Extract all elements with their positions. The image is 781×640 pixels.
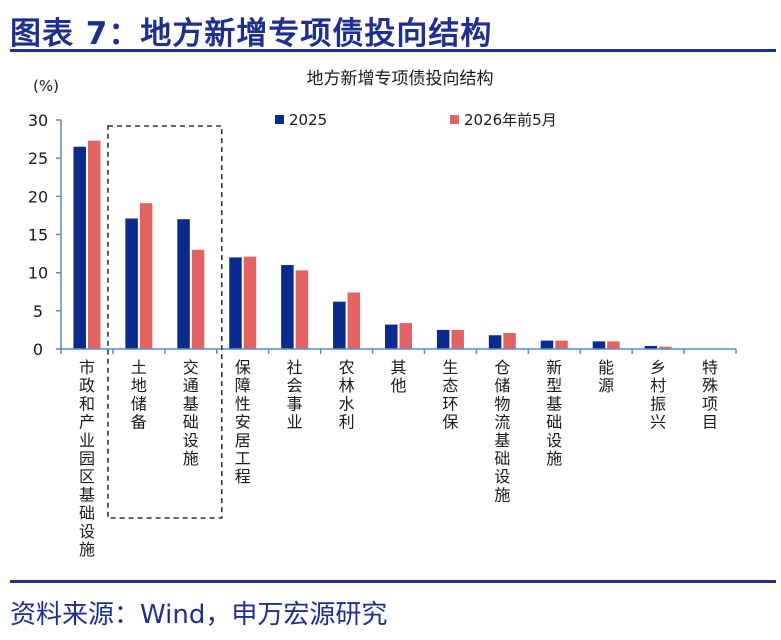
bar-2025-乡村振兴: [644, 345, 658, 349]
x-tick-label: 农林水利: [339, 358, 355, 432]
bar-2025-保障性安居工程: [229, 257, 242, 349]
bar-2026年前5月-仓储物流基础设施: [503, 332, 516, 349]
title-rule: [10, 49, 776, 52]
source-note: 资料来源：Wind，申万宏源研究: [10, 600, 388, 630]
bar-2025-新型基础设施: [540, 340, 554, 349]
figure-title: 图表 7：地方新增专项债投向结构: [10, 16, 493, 52]
x-tick-label: 乡村振兴: [650, 358, 666, 432]
bar-2025-农林水利: [333, 301, 346, 349]
bar-2026年前5月-交通基础设施: [191, 249, 205, 349]
y-axis-unit: (%): [33, 77, 59, 95]
bar-chart: 地方新增专项债投向结构 (%) 2025 2026年前5月 05101520253…: [28, 69, 737, 559]
bar-2026年前5月-社会事业: [295, 270, 309, 349]
x-tick-label: 交通基础设施: [183, 358, 199, 468]
bars: [73, 140, 672, 349]
highlight-box: [107, 125, 223, 519]
y-tick-label: 15: [28, 226, 48, 245]
bar-2026年前5月-其他: [399, 323, 412, 349]
legend-swatch-2026年前5月: [450, 115, 459, 124]
x-tick-label: 能源: [598, 358, 614, 395]
bar-2025-生态环保: [436, 329, 450, 349]
bar-2026年前5月-保障性安居工程: [243, 256, 257, 349]
bar-2025-仓储物流基础设施: [488, 335, 502, 349]
bar-2026年前5月-能源: [607, 341, 620, 349]
highlight-dashed-box: [107, 125, 223, 519]
bar-2025-市政和产业园区基础设施: [73, 146, 86, 349]
y-tick-label: 10: [28, 264, 48, 283]
legend-label: 2026年前5月: [464, 111, 557, 129]
bar-2025-其他: [385, 324, 398, 349]
x-tick-label: 特殊项目: [702, 358, 718, 432]
y-tick-label: 25: [28, 149, 48, 168]
bar-2026年前5月-生态环保: [451, 329, 464, 349]
bar-2026年前5月-土地储备: [139, 203, 153, 349]
bar-2026年前5月-乡村振兴: [659, 346, 672, 349]
bar-2025-土地储备: [125, 218, 138, 349]
bar-2025-能源: [592, 341, 606, 349]
x-tick-label: 市政和产业园区基础设施: [79, 358, 95, 559]
x-tick-label: 其他: [390, 358, 406, 395]
bar-2026年前5月-农林水利: [347, 292, 361, 349]
x-axis: 市政和产业园区基础设施 土地储备 交通基础设施 保障性安居工程 社会事业 农林水利 其他生态…: [60, 348, 737, 559]
legend-label: 2025: [289, 111, 327, 129]
x-tick-label: 生态环保: [442, 358, 458, 432]
x-tick-label: 新型基础设施: [546, 358, 562, 468]
y-tick-label: 20: [28, 187, 48, 206]
bar-2025-交通基础设施: [177, 219, 190, 349]
x-tick-label: 社会事业: [287, 358, 303, 432]
bar-2025-社会事业: [281, 265, 294, 349]
bar-2026年前5月-新型基础设施: [555, 340, 568, 349]
source-rule: [10, 580, 776, 583]
x-tick-label: 保障性安居工程: [235, 358, 251, 486]
y-axis: 0 5 10 15 20 25 30: [28, 111, 62, 359]
legend: 2025 2026年前5月: [275, 111, 557, 129]
y-tick-label: 30: [28, 111, 48, 130]
x-tick-label: 土地储备: [131, 358, 147, 432]
y-tick-label: 5: [33, 302, 43, 321]
legend-swatch-2025: [275, 115, 284, 124]
bar-2026年前5月-市政和产业园区基础设施: [87, 140, 101, 349]
chart-title: 地方新增专项债投向结构: [307, 69, 494, 89]
x-tick-label: 仓储物流基础设施: [494, 358, 510, 504]
y-tick-label: 0: [33, 340, 43, 359]
